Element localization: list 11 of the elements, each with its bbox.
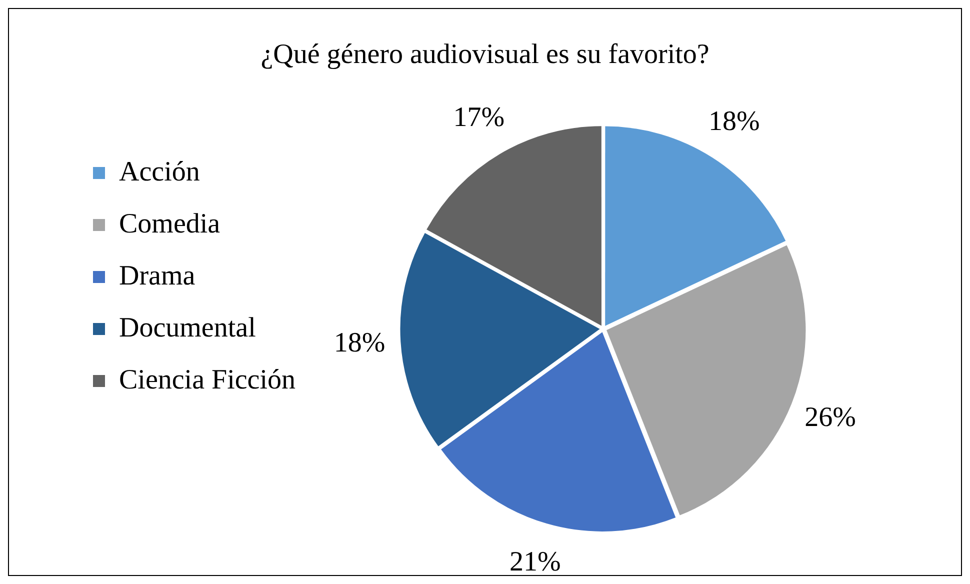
legend-label: Ciencia Ficción <box>119 364 296 396</box>
data-label: 26% <box>804 402 856 434</box>
data-label: 18% <box>708 106 760 137</box>
legend-label: Drama <box>119 260 196 292</box>
legend-label: Comedia <box>119 208 221 240</box>
data-label: 21% <box>509 546 561 578</box>
chart-title: ¿Qué género audiovisual es su favorito? <box>260 39 710 70</box>
data-label: 18% <box>334 327 386 358</box>
legend-label: Documental <box>119 312 256 344</box>
legend-label: Acción <box>119 156 200 188</box>
data-label: 17% <box>453 102 505 133</box>
